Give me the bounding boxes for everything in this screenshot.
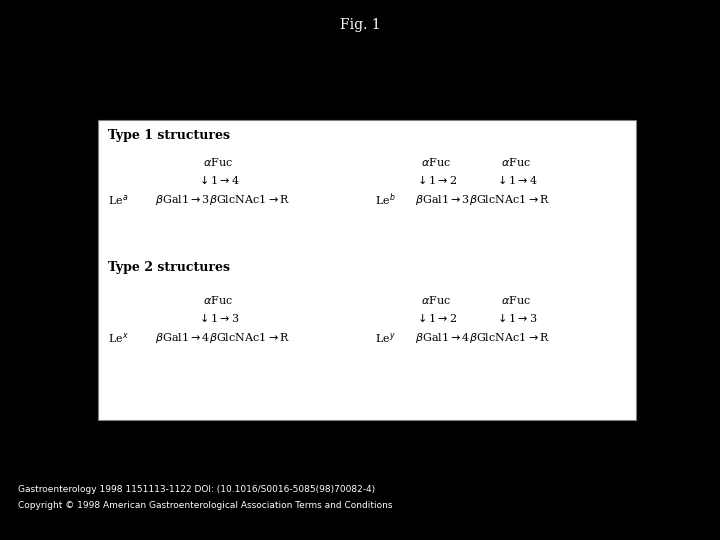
Text: $\alpha$Fuc: $\alpha$Fuc: [203, 294, 233, 306]
Text: Le$^b$: Le$^b$: [375, 192, 395, 208]
Text: $\beta$Gal1$\rightarrow$3$\beta$GlcNAc1$\rightarrow$R: $\beta$Gal1$\rightarrow$3$\beta$GlcNAc1$…: [415, 193, 550, 207]
Text: $\alpha$Fuc: $\alpha$Fuc: [421, 294, 451, 306]
Text: $\downarrow$1$\rightarrow$2: $\downarrow$1$\rightarrow$2: [415, 312, 457, 324]
Text: $\beta$Gal1$\rightarrow$3$\beta$GlcNAc1$\rightarrow$R: $\beta$Gal1$\rightarrow$3$\beta$GlcNAc1$…: [155, 193, 290, 207]
Text: $\alpha$Fuc: $\alpha$Fuc: [203, 156, 233, 168]
Text: $\alpha$Fuc: $\alpha$Fuc: [421, 156, 451, 168]
Text: $\downarrow$1$\rightarrow$3: $\downarrow$1$\rightarrow$3: [197, 312, 239, 324]
Bar: [98, 120, 636, 420]
Text: $\downarrow$1$\rightarrow$3: $\downarrow$1$\rightarrow$3: [495, 312, 537, 324]
Text: $\downarrow$1$\rightarrow$4: $\downarrow$1$\rightarrow$4: [197, 174, 240, 186]
Text: Le$^x$: Le$^x$: [108, 331, 129, 345]
Text: Type 1 structures: Type 1 structures: [108, 130, 230, 143]
Text: Gastroenterology 1998 1151113-1122 DOI: (10.1016/S0016-5085(98)70082-4): Gastroenterology 1998 1151113-1122 DOI: …: [18, 485, 375, 495]
Text: Copyright © 1998 American Gastroenterological Association Terms and Conditions: Copyright © 1998 American Gastroenterolo…: [18, 502, 392, 510]
Text: Le$^a$: Le$^a$: [108, 193, 128, 207]
Text: $\beta$Gal1$\rightarrow$4$\beta$GlcNAc1$\rightarrow$R: $\beta$Gal1$\rightarrow$4$\beta$GlcNAc1$…: [155, 331, 290, 345]
Text: Fig. 1: Fig. 1: [340, 18, 380, 32]
Text: $\alpha$Fuc: $\alpha$Fuc: [501, 156, 531, 168]
Text: $\downarrow$1$\rightarrow$2: $\downarrow$1$\rightarrow$2: [415, 174, 457, 186]
Text: $\alpha$Fuc: $\alpha$Fuc: [501, 294, 531, 306]
Text: Le$^y$: Le$^y$: [375, 331, 396, 345]
Text: $\downarrow$1$\rightarrow$4: $\downarrow$1$\rightarrow$4: [495, 174, 537, 186]
Text: $\beta$Gal1$\rightarrow$4$\beta$GlcNAc1$\rightarrow$R: $\beta$Gal1$\rightarrow$4$\beta$GlcNAc1$…: [415, 331, 550, 345]
Text: Type 2 structures: Type 2 structures: [108, 261, 230, 274]
